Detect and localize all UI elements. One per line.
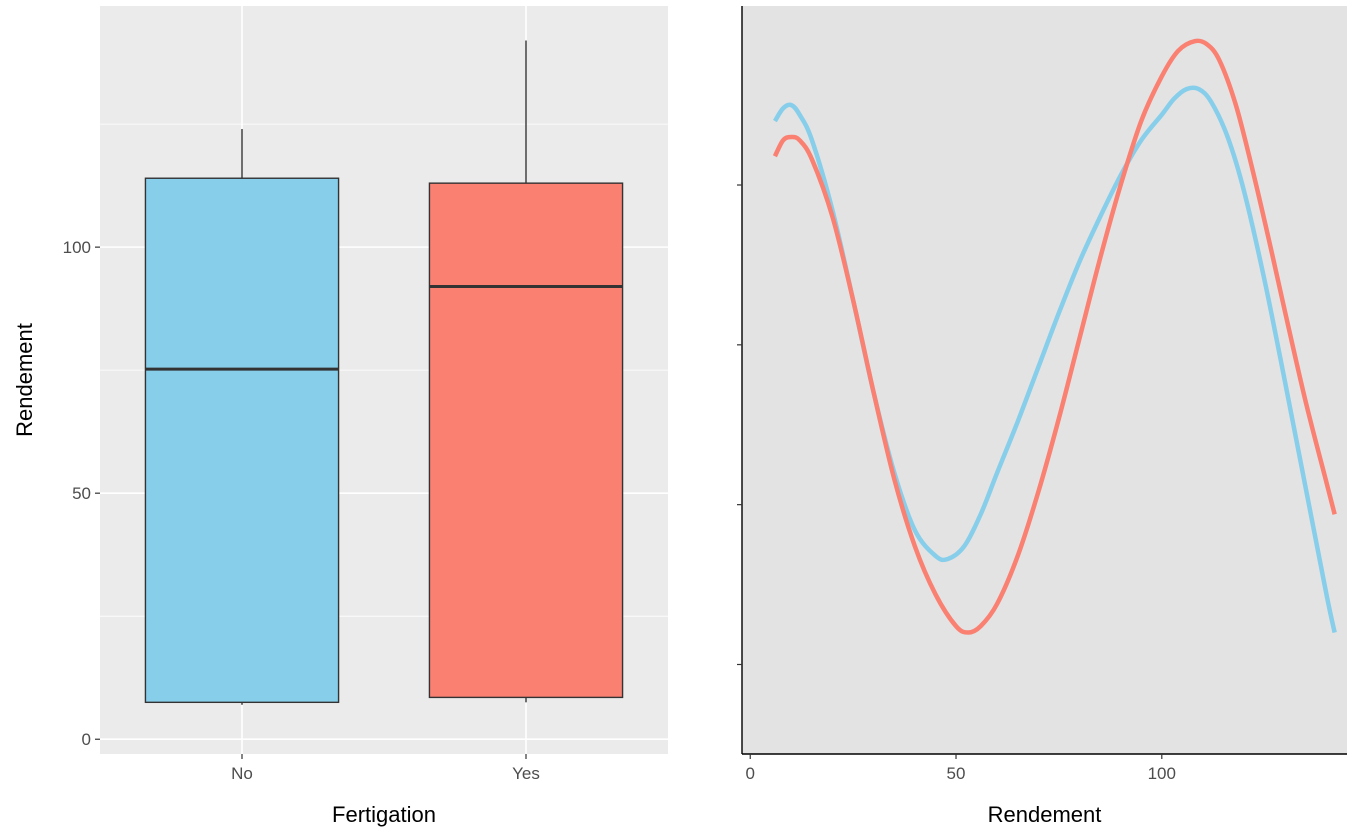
boxplot-boxes	[144, 40, 624, 705]
line-series-group	[772, 38, 1337, 635]
boxplot-x-tick-label: No	[231, 764, 253, 783]
density-line-series-2	[772, 38, 1337, 635]
line-axes: 0 50 100	[737, 6, 1347, 783]
line-x-tick-label: 100	[1148, 764, 1176, 783]
boxplot-y-tick-label: 0	[82, 730, 91, 749]
boxplot-x-axis-title: Fertigation	[332, 802, 436, 827]
boxplot-y-tick-label: 100	[63, 238, 91, 257]
boxplot-panel: 0 50 100 No Yes Fertigation Rendement	[12, 6, 668, 827]
line-x-tick-label: 50	[947, 764, 966, 783]
boxplot-x-tick-label: Yes	[512, 764, 540, 783]
box-body	[428, 182, 624, 699]
line-panel: 0 50 100 Rendement	[737, 6, 1347, 827]
line-x-tick-label: 0	[745, 764, 754, 783]
box-no	[144, 129, 340, 705]
box-body	[144, 177, 340, 704]
line-plot-background	[742, 6, 1347, 754]
line-x-axis-title: Rendement	[988, 802, 1102, 827]
boxplot-axes: 0 50 100 No Yes	[63, 238, 540, 783]
boxplot-y-tick-label: 50	[72, 484, 91, 503]
box-yes	[428, 40, 624, 703]
boxplot-y-axis-title: Rendement	[12, 323, 37, 437]
